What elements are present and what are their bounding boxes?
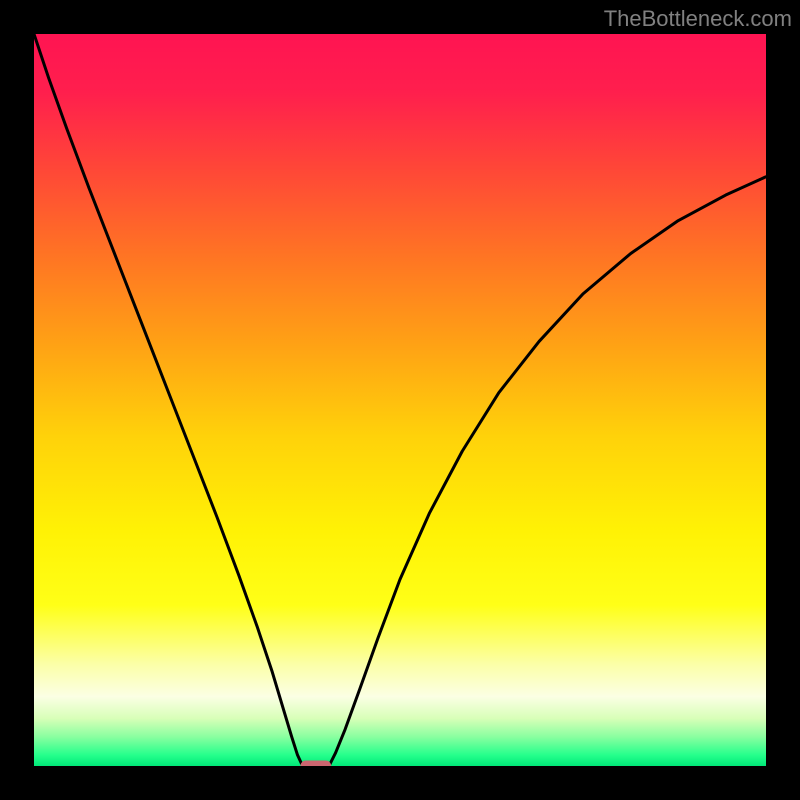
bottleneck-marker — [300, 761, 331, 766]
plot-area — [34, 34, 766, 766]
chart-svg — [34, 34, 766, 766]
gradient-background — [34, 34, 766, 766]
watermark-text: TheBottleneck.com — [604, 6, 792, 32]
